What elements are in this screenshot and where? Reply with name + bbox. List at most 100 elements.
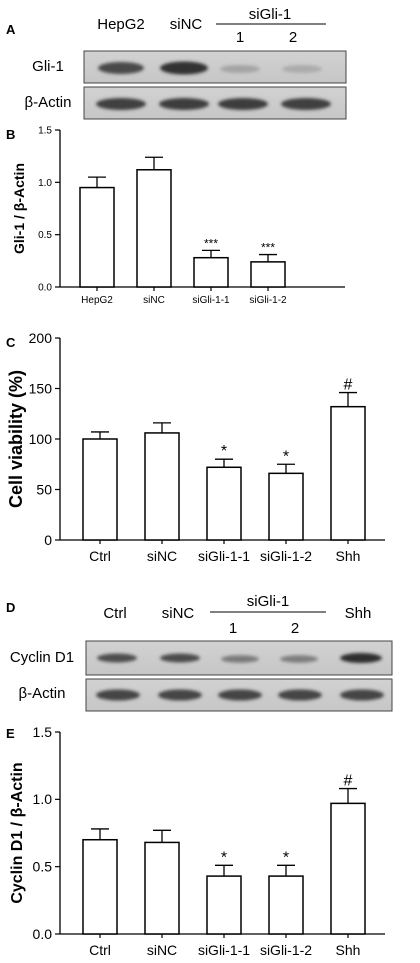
chart-b-significance-mark: ***: [261, 241, 275, 255]
band-actin-d-5: [340, 689, 384, 701]
band-cyc-sinc: [160, 653, 200, 663]
band-gli1-si2: [282, 65, 322, 73]
blot-bands-actin-a: [96, 98, 331, 110]
band-cyc-ctrl: [97, 653, 137, 663]
chart-b-category-label: siNC: [143, 295, 165, 306]
chart-e-category-label: siNC: [147, 942, 177, 958]
blot-bands-actin-d: [96, 689, 384, 701]
lane-header-ctrl: Ctrl: [103, 605, 126, 622]
chart-e-significance-mark: *: [283, 849, 289, 866]
chart-b-ytick-label: 0.0: [38, 283, 52, 294]
chart-c-ytick-label: 100: [29, 431, 53, 447]
band-actin-d-1: [96, 689, 140, 701]
chart-e-significance-mark: #: [344, 773, 353, 790]
chart-c: 0 50 100 150 200 Cell viability (%) Ctrl siNC * s…: [6, 330, 385, 564]
chart-c-category-label: siNC: [147, 548, 177, 564]
chart-c-category-label: Ctrl: [89, 548, 111, 564]
chart-b-ytick-label: 1.0: [38, 178, 52, 189]
panel-d: D Ctrl siNC siGli-1 1 2 Shh Cyclin D1 β-…: [6, 593, 393, 712]
chart-e-bar: [206, 875, 242, 935]
panel-e-letter: E: [6, 726, 15, 741]
chart-b-ytick-label: 0.5: [38, 230, 52, 241]
chart-b-bar: [136, 169, 172, 288]
chart-c-bar: [206, 466, 242, 541]
blot-bands-gli1: [98, 61, 322, 75]
chart-e-ytick-label: 0.0: [33, 926, 53, 942]
panel-a-letter: A: [6, 22, 16, 37]
band-actin-a-2: [159, 98, 209, 110]
band-gli1-hepg2: [98, 62, 144, 74]
group-label-sigli1-d: siGli-1: [247, 593, 290, 610]
chart-c-significance-mark: *: [283, 448, 289, 465]
chart-c-significance-mark: #: [344, 377, 353, 394]
band-actin-a-1: [96, 98, 146, 110]
group-sublabel-2: 2: [289, 29, 297, 46]
group-label-sigli1: siGli-1: [249, 6, 292, 23]
row-label-actin-d: β-Actin: [19, 685, 66, 702]
band-gli1-si1: [220, 65, 260, 73]
lane-header-sinc: siNC: [170, 16, 203, 33]
chart-c-category-label: siGli-1-1: [198, 548, 250, 564]
row-label-cyclind1: Cyclin D1: [10, 649, 74, 666]
lane-header-hepg2: HepG2: [97, 16, 145, 33]
chart-b-ytick-label: 1.5: [38, 126, 52, 137]
chart-c-bar: [330, 405, 366, 541]
chart-e-ylabel: Cyclin D1 / β-Actin: [9, 762, 26, 903]
chart-b-category-label: siGli-1-2: [249, 295, 287, 306]
chart-c-significance-mark: *: [221, 443, 227, 460]
chart-e-significance-mark: *: [221, 849, 227, 866]
chart-b-bar: [193, 256, 229, 288]
chart-e: 0.0 0.5 1.0 1.5 Cyclin D1 / β-Actin Ctrl siNC *…: [9, 724, 385, 958]
chart-e-bar: [82, 838, 118, 935]
group-sublabel-1-d: 1: [229, 620, 237, 637]
band-cyc-si1: [221, 655, 259, 663]
chart-e-category-label: siGli-1-2: [260, 942, 312, 958]
row-label-actin-a: β-Actin: [25, 94, 72, 111]
chart-c-ytick-label: 50: [36, 481, 52, 497]
chart-e-category-label: Ctrl: [89, 942, 111, 958]
chart-b-category-label: HepG2: [81, 295, 113, 306]
chart-c-ytick-label: 0: [44, 532, 52, 548]
panel-d-letter: D: [6, 600, 15, 615]
band-actin-d-4: [278, 689, 322, 701]
band-gli1-sinc: [160, 61, 208, 75]
chart-c-ytick-label: 150: [29, 380, 53, 396]
chart-e-ytick-label: 0.5: [33, 859, 53, 875]
chart-b-bar: [79, 186, 115, 288]
group-sublabel-1: 1: [236, 29, 244, 46]
chart-e-bar: [330, 802, 366, 935]
chart-c-ylabel: Cell viability (%): [6, 370, 26, 508]
lane-header-shh: Shh: [345, 605, 372, 622]
chart-e-category-label: Shh: [336, 942, 361, 958]
band-actin-d-2: [158, 689, 202, 701]
chart-c-ytick-label: 200: [29, 330, 53, 346]
panel-c-letter: C: [6, 335, 16, 350]
chart-b-category-label: siGli-1-1: [192, 295, 230, 306]
chart-e-bar: [144, 841, 180, 935]
chart-c-category-label: siGli-1-2: [260, 548, 312, 564]
panel-c: C 0 50 100 150 200 Cell viability (%) Ctrl siNC…: [6, 330, 385, 564]
chart-e-category-label: siGli-1-1: [198, 942, 250, 958]
chart-e-bar: [268, 875, 304, 935]
panel-a: A HepG2 siNC siGli-1 1 2 Gli-1 β-Actin: [6, 6, 347, 120]
row-label-gli1: Gli-1: [32, 58, 64, 75]
band-actin-a-4: [281, 98, 331, 110]
band-actin-d-3: [218, 689, 262, 701]
chart-b-significance-mark: ***: [204, 236, 218, 250]
blot-bands-cyclind1: [97, 653, 382, 663]
band-actin-a-3: [218, 98, 268, 110]
chart-b-ylabel: Gli-1 / β-Actin: [11, 163, 27, 254]
band-cyc-si2: [280, 655, 318, 663]
panel-b: B 0.0 0.5 1.0 1.5 Gli-1 / β-Actin HepG2 siNC **…: [6, 126, 345, 306]
group-sublabel-2-d: 2: [291, 620, 299, 637]
panel-e: E 0.0 0.5 1.0 1.5 Cyclin D1 / β-Actin Ctrl siN…: [6, 724, 385, 958]
lane-header-sinc-d: siNC: [162, 605, 195, 622]
chart-e-ytick-label: 1.0: [33, 791, 53, 807]
chart-c-bar: [144, 432, 180, 541]
chart-b: 0.0 0.5 1.0 1.5 Gli-1 / β-Actin HepG2 siNC *** s…: [11, 126, 345, 306]
chart-c-bar: [82, 438, 118, 541]
chart-b-bar: [250, 261, 286, 288]
panel-b-letter: B: [6, 127, 15, 142]
chart-c-bar: [268, 472, 304, 541]
